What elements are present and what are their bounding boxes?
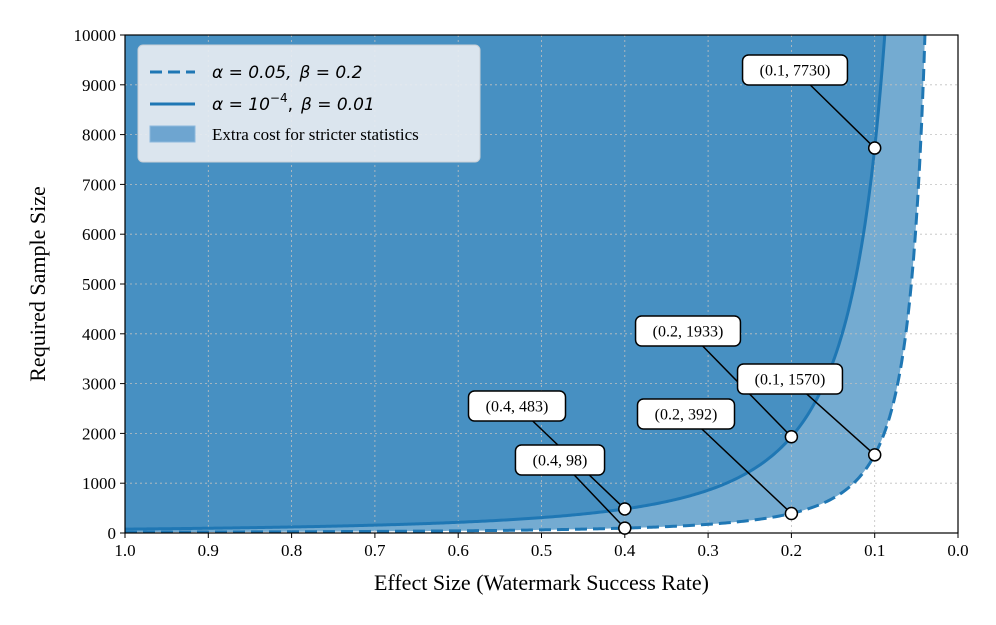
annotation-point <box>867 448 882 462</box>
x-tick-label: 0.4 <box>614 541 636 560</box>
x-tick-label: 0.8 <box>281 541 302 560</box>
x-tick-label: 0.0 <box>947 541 968 560</box>
x-tick-label: 1.0 <box>114 541 135 560</box>
x-axis-title: Effect Size (Watermark Success Rate) <box>374 570 709 595</box>
y-axis-title: Required Sample Size <box>25 186 50 382</box>
extra-cost-fill <box>125 35 925 533</box>
annotation-point <box>618 521 632 535</box>
x-tick-label: 0.9 <box>198 541 219 560</box>
annotation-label: (0.4, 98) <box>533 453 588 470</box>
y-tick-label: 6000 <box>82 225 116 244</box>
annotation: (0.1, 1570) <box>736 363 882 462</box>
annotation-point <box>784 506 799 521</box>
annotation: (0.4, 98) <box>514 444 632 535</box>
legend-label-fill: Extra cost for stricter statistics <box>212 125 419 144</box>
annotation-box <box>741 54 849 86</box>
y-tick-label: 2000 <box>82 424 116 443</box>
legend-label-solid: α = 10−4, β = 0.01 <box>212 91 375 115</box>
y-tick-label: 4000 <box>82 325 116 344</box>
y-tick-label: 10000 <box>74 26 117 45</box>
annotation: (0.2, 1933) <box>634 315 799 444</box>
annotation-leader <box>685 413 792 515</box>
y-tick-label: 5000 <box>82 275 116 294</box>
annotation: (0.2, 392) <box>636 398 799 521</box>
annotation-label: (0.1, 1570) <box>755 372 826 389</box>
x-tick-label: 0.1 <box>864 541 885 560</box>
x-tick-label: 0.5 <box>531 541 552 560</box>
y-tick-label: 8000 <box>82 126 116 145</box>
series-line-strict <box>125 35 887 531</box>
legend-box <box>137 44 481 163</box>
x-tick-label: 0.3 <box>697 541 718 560</box>
y-tick-label: 0 <box>108 524 117 543</box>
legend-fill-swatch <box>149 125 196 143</box>
annotation: (0.1, 7730) <box>741 54 882 155</box>
annotation-label: (0.1, 7730) <box>760 63 831 80</box>
y-tick-label: 1000 <box>82 474 116 493</box>
y-tick-label: 3000 <box>82 375 116 394</box>
annotation-box <box>636 398 736 430</box>
y-tick-label: 9000 <box>82 76 116 95</box>
annotation-point <box>618 502 632 516</box>
y-tick-label: 7000 <box>82 175 116 194</box>
annotation-point <box>784 429 799 444</box>
annotation-label: (0.2, 392) <box>655 407 718 424</box>
annotation-box <box>514 444 606 476</box>
legend: α = 0.05, β = 0.2 α = 10−4, β = 0.01 Extra… <box>137 44 481 163</box>
x-tick-label: 0.7 <box>364 541 386 560</box>
legend-label-dashed: α = 0.05, β = 0.2 <box>212 63 362 83</box>
annotation-box <box>467 390 567 422</box>
annotation-box <box>736 363 844 395</box>
annotation-label: (0.4, 483) <box>486 399 549 416</box>
annotation-box <box>634 315 742 347</box>
annotation-label: (0.2, 1933) <box>653 324 724 341</box>
x-tick-label: 0.6 <box>448 541 469 560</box>
annotation-point <box>867 141 882 155</box>
x-tick-label: 0.2 <box>781 541 802 560</box>
